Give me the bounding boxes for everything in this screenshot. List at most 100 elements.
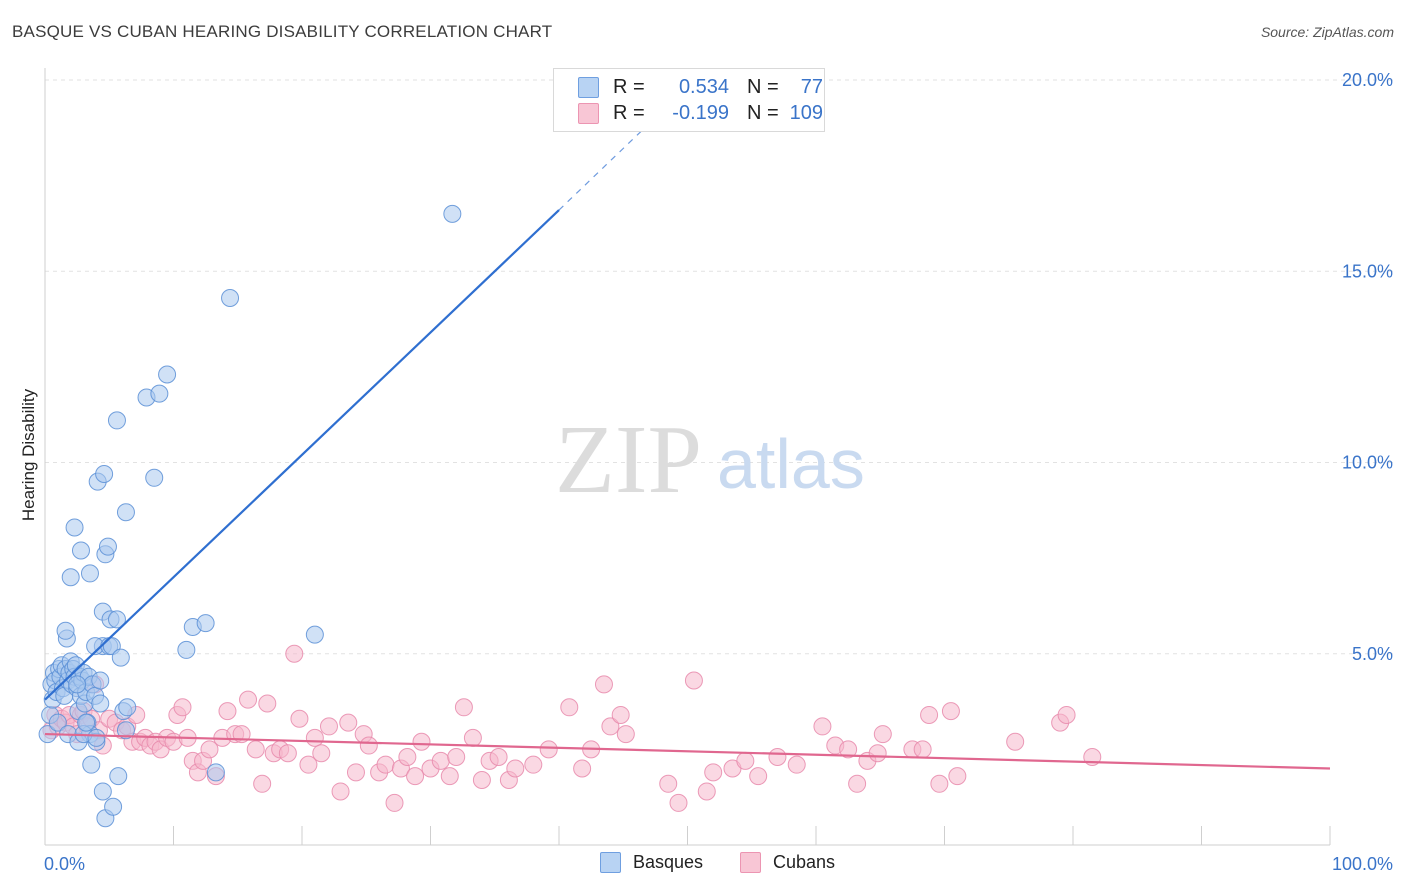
- cubans-swatch: [740, 852, 761, 873]
- basque-point: [87, 728, 106, 747]
- cuban-point: [339, 713, 358, 732]
- cuban-point: [749, 767, 768, 786]
- basque-point: [104, 797, 123, 816]
- legend-item-basques[interactable]: Basques: [600, 852, 703, 873]
- n-label: N =: [747, 101, 779, 124]
- gridlines: [45, 79, 1395, 655]
- cuban-point: [684, 671, 703, 690]
- basque-point: [158, 365, 177, 384]
- cuban-point: [787, 755, 806, 774]
- cuban-point: [813, 717, 832, 736]
- basque-point: [305, 625, 324, 644]
- basque-point: [91, 671, 110, 690]
- cuban-point: [1057, 705, 1076, 724]
- cuban-point: [305, 728, 324, 747]
- cuban-point: [406, 767, 425, 786]
- basque-point: [56, 621, 75, 640]
- basque-point: [82, 755, 101, 774]
- cuban-point: [948, 767, 967, 786]
- cuban-point: [768, 748, 787, 767]
- basque-point: [80, 564, 99, 583]
- basque-point: [68, 675, 87, 694]
- cuban-point: [560, 698, 579, 717]
- basque-point: [107, 610, 126, 629]
- y-tick-label: 20.0%: [1342, 70, 1393, 90]
- legend-label-cubans: Cubans: [773, 852, 836, 872]
- basque-point: [77, 713, 96, 732]
- basque-point: [95, 464, 114, 483]
- cuban-point: [385, 793, 404, 812]
- basque-trend-line: [44, 209, 560, 701]
- basque-point: [177, 640, 196, 659]
- basque-point: [93, 782, 112, 801]
- n-value: 109: [789, 101, 823, 124]
- cuban-point: [431, 751, 450, 770]
- cuban-point: [258, 694, 277, 713]
- watermark-atlas: atlas: [717, 425, 865, 503]
- cuban-point: [736, 751, 755, 770]
- cuban-point: [319, 717, 338, 736]
- source-credit: Source: ZipAtlas.com: [1260, 24, 1394, 40]
- cuban-point: [173, 698, 192, 717]
- cuban-point: [611, 705, 630, 724]
- cuban-point: [524, 755, 543, 774]
- legend-item-cubans[interactable]: Cubans: [740, 852, 835, 873]
- cuban-point: [941, 702, 960, 721]
- cuban-point: [278, 744, 297, 763]
- basque-point: [48, 713, 67, 732]
- cuban-point: [312, 744, 331, 763]
- basque-point: [150, 384, 169, 403]
- cuban-point: [463, 728, 482, 747]
- basque-point: [145, 468, 164, 487]
- cuban-point: [489, 748, 508, 767]
- cuban-point: [472, 770, 491, 789]
- cuban-point: [913, 740, 932, 759]
- cuban-point: [285, 644, 304, 663]
- cuban-point: [573, 759, 592, 778]
- x-tick-label: 0.0%: [44, 854, 85, 874]
- r-label: R =: [613, 75, 645, 98]
- cuban-point: [506, 759, 525, 778]
- basque-point: [118, 698, 137, 717]
- basque-point: [196, 614, 215, 633]
- cuban-point: [669, 793, 688, 812]
- cuban-point: [594, 675, 613, 694]
- basque-point: [109, 767, 128, 786]
- basque-point: [61, 568, 80, 587]
- cuban-point: [930, 774, 949, 793]
- cuban-point: [200, 740, 219, 759]
- cuban-point: [440, 767, 459, 786]
- watermark-zip: ZIP: [555, 406, 702, 514]
- r-label: R =: [613, 101, 645, 124]
- basques-swatch: [578, 76, 599, 98]
- cuban-point: [246, 740, 265, 759]
- legend-row-cubans: R = -0.199 N = 109: [578, 100, 823, 126]
- axis-labels: 5.0% 10.0% 15.0% 20.0% 0.0% 100.0% Hearing Dis…: [19, 70, 1393, 874]
- cuban-point: [839, 740, 858, 759]
- r-value: 0.534: [678, 75, 729, 98]
- cuban-point: [376, 755, 395, 774]
- basque-point: [116, 721, 135, 740]
- y-axis-title: Hearing Disability: [19, 388, 38, 521]
- cuban-point: [398, 748, 417, 767]
- cuban-point: [253, 774, 272, 793]
- cuban-point: [539, 740, 558, 759]
- series-legend: Basques Cubans: [0, 852, 1406, 878]
- basque-point: [65, 518, 84, 537]
- cuban-point: [454, 698, 473, 717]
- basques-swatch: [600, 852, 621, 873]
- r-value: -0.199: [672, 101, 729, 124]
- cuban-point: [659, 774, 678, 793]
- cubans-swatch: [578, 102, 599, 124]
- y-tick-label: 10.0%: [1342, 453, 1393, 473]
- basque-point: [116, 503, 135, 522]
- cuban-point: [239, 690, 258, 709]
- legend-label-basques: Basques: [633, 852, 704, 872]
- chart-title: BASQUE VS CUBAN HEARING DISABILITY CORRE…: [12, 22, 553, 41]
- cuban-point: [704, 763, 723, 782]
- cuban-point: [601, 717, 620, 736]
- basque-point: [71, 541, 90, 560]
- basque-point: [98, 537, 117, 556]
- cuban-point: [920, 705, 939, 724]
